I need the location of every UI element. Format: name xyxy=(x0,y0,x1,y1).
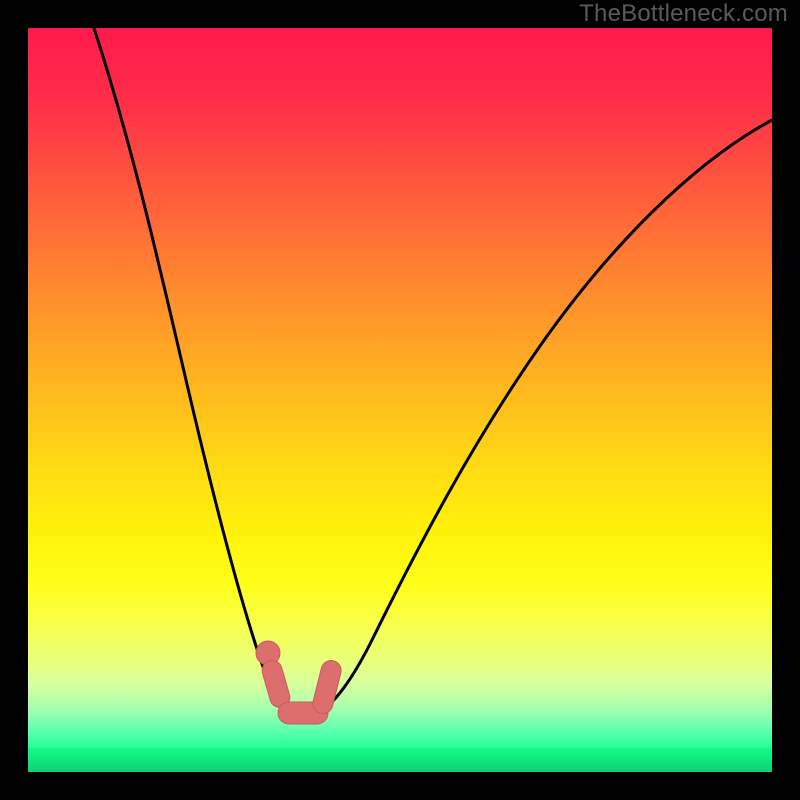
gradient-background xyxy=(28,28,772,772)
chart-container: TheBottleneck.com xyxy=(0,0,800,800)
watermark-text: TheBottleneck.com xyxy=(579,0,788,28)
green-band xyxy=(28,748,772,772)
chart-svg xyxy=(0,0,800,800)
